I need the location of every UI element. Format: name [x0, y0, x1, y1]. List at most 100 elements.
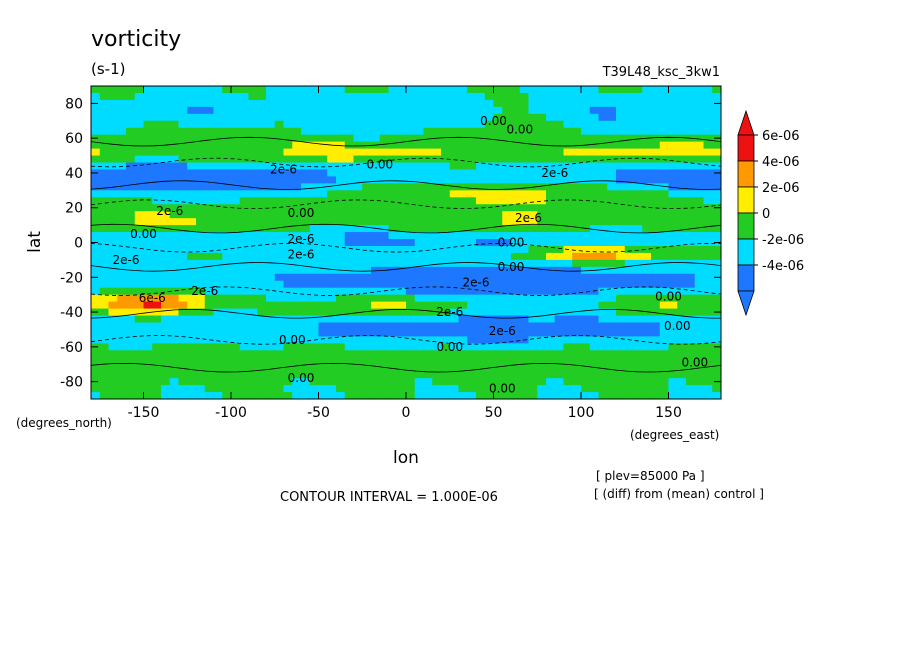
- field-cell: [651, 162, 661, 171]
- field-cell: [694, 294, 705, 303]
- field-cell: [484, 273, 495, 282]
- field-cell: [99, 287, 110, 296]
- field-cell: [659, 315, 670, 324]
- field-cell: [528, 176, 538, 184]
- field-cell: [178, 162, 188, 171]
- field-cell: [616, 113, 626, 122]
- field-cell: [213, 176, 223, 184]
- field-cell: [99, 371, 110, 379]
- field-cell: [537, 204, 547, 212]
- field-cell: [99, 155, 110, 164]
- field-cell: [108, 218, 118, 226]
- field-cell: [519, 155, 530, 164]
- field-cell: [432, 141, 442, 150]
- field-cell: [519, 329, 530, 337]
- field-cell: [406, 266, 416, 275]
- field-cell: [458, 259, 468, 268]
- field-cell: [327, 280, 337, 289]
- field-cell: [624, 392, 635, 399]
- field-cell: [257, 280, 267, 289]
- field-cell: [397, 273, 407, 282]
- field-cell: [484, 190, 495, 198]
- field-cell: [239, 197, 250, 205]
- contour-label: 0.00: [288, 371, 315, 385]
- field-cell: [204, 92, 215, 101]
- field-cell: [187, 99, 197, 108]
- field-cell: [659, 155, 670, 164]
- field-cell: [301, 92, 311, 101]
- field-cell: [484, 280, 495, 289]
- field-cell: [624, 315, 635, 324]
- field-cell: [406, 294, 416, 303]
- field-cell: [677, 225, 687, 233]
- field-cell: [449, 86, 460, 94]
- field-cell: [624, 127, 635, 136]
- field-cell: [318, 141, 328, 150]
- field-cell: [432, 364, 442, 372]
- field-cell: [703, 343, 713, 351]
- field-cell: [537, 294, 547, 303]
- field-cell: [677, 183, 687, 191]
- field-cell: [414, 155, 425, 164]
- field-cell: [292, 176, 302, 184]
- field-cell: [134, 86, 145, 94]
- field-cell: [283, 120, 293, 129]
- field-cell: [161, 385, 171, 393]
- field-cell: [204, 343, 215, 351]
- field-cell: [712, 252, 721, 261]
- field-cell: [143, 169, 153, 178]
- field-cell: [283, 378, 293, 386]
- field-cell: [371, 232, 381, 240]
- field-cell: [283, 357, 293, 365]
- field-cell: [484, 169, 495, 178]
- field-cell: [99, 329, 110, 337]
- field-cell: [686, 357, 696, 365]
- field-cell: [449, 315, 460, 324]
- field-cell: [388, 204, 398, 212]
- field-cell: [213, 392, 223, 399]
- field-cell: [134, 211, 145, 219]
- field-cell: [178, 204, 188, 212]
- field-cell: [423, 266, 433, 275]
- field-cell: [642, 218, 652, 226]
- field-cell: [554, 86, 565, 94]
- field-cell: [624, 329, 635, 337]
- field-cell: [493, 301, 503, 310]
- field-cell: [204, 252, 215, 261]
- field-cell: [379, 218, 390, 226]
- field-cell: [703, 280, 713, 289]
- field-cell: [213, 308, 223, 317]
- field-cell: [546, 343, 556, 351]
- field-cell: [143, 343, 153, 351]
- field-cell: [694, 86, 705, 94]
- field-cell: [161, 86, 171, 94]
- field-cell: [616, 245, 626, 254]
- field-cell: [143, 357, 153, 365]
- field-cell: [449, 350, 460, 358]
- field-cell: [537, 245, 547, 254]
- field-cell: [502, 127, 512, 136]
- field-cell: [624, 141, 635, 150]
- field-cell: [458, 176, 468, 184]
- field-cell: [633, 218, 643, 226]
- field-cell: [598, 148, 608, 157]
- field-cell: [563, 204, 573, 212]
- field-cell: [353, 162, 363, 171]
- field-cell: [633, 385, 643, 393]
- field-cell: [274, 218, 285, 226]
- field-cell: [449, 308, 460, 317]
- field-cell: [423, 197, 433, 205]
- field-cell: [117, 92, 127, 101]
- field-cell: [458, 336, 468, 344]
- field-cell: [126, 148, 136, 157]
- field-cell: [213, 204, 223, 212]
- field-cell: [379, 232, 390, 240]
- field-cell: [371, 211, 381, 219]
- field-cell: [266, 127, 276, 136]
- field-cell: [572, 301, 582, 310]
- field-cell: [344, 280, 355, 289]
- field-cell: [257, 113, 267, 122]
- field-cell: [388, 378, 398, 386]
- field-cell: [677, 329, 687, 337]
- field-cell: [528, 329, 538, 337]
